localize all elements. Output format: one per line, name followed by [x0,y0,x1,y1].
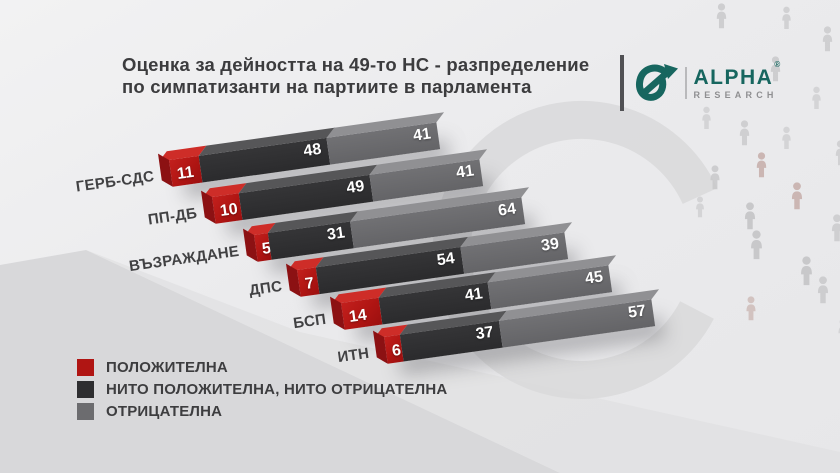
person-silhouette-icon [744,202,756,230]
segment-value: 10 [218,200,239,220]
person-silhouette-icon [716,3,727,29]
logo-subtitle-text: RESEARCH [693,89,778,100]
segment-value: 41 [463,285,484,305]
background-wedge-light [86,250,840,473]
legend-swatch-negative [77,403,94,420]
person-silhouette-icon [822,26,833,52]
segment-value: 57 [627,302,648,322]
person-silhouette-icon [831,214,840,242]
segment-value: 31 [325,224,346,244]
person-silhouette-icon [782,126,791,150]
person-silhouette-icon [801,256,812,286]
person-silhouette-icon [710,165,720,190]
person-silhouette-icon [751,230,762,260]
legend-label: ОТРИЦАТЕЛНА [106,403,223,420]
segment-value: 41 [455,162,476,182]
person-silhouette-icon [838,318,840,343]
legend: ПОЛОЖИТЕЛНА НИТО ПОЛОЖИТЕЛНА, НИТО ОТРИЦ… [77,359,447,420]
legend-label: НИТО ПОЛОЖИТЕЛНА, НИТО ОТРИЦАТЕЛНА [106,381,448,398]
segment-value: 37 [474,323,495,344]
legend-item-negative: ОТРИЦАТЕЛНА [77,403,447,420]
chart-title-line1: Оценка за дейността на 49-то НС - разпре… [122,54,590,75]
bar-segment-positive: 11 [169,155,203,187]
person-silhouette-icon [835,140,840,166]
segment-value: 45 [584,268,605,288]
segment-value: 39 [540,235,561,255]
person-silhouette-icon [696,196,704,218]
registered-mark: ® [774,59,782,69]
segment-value: 48 [302,140,323,161]
logo-brand-text: ALPHA® [693,59,782,89]
alpha-research-logo: ALPHA® RESEARCH [620,55,781,111]
chart-title-line2: по симпатизанти на партиите в парламента [122,76,532,97]
segment-value: 64 [497,200,518,220]
legend-item-positive: ПОЛОЖИТЕЛНА [77,359,447,376]
legend-swatch-positive [77,359,94,376]
person-silhouette-icon [756,152,767,178]
person-silhouette-icon [782,6,791,30]
segment-value: 7 [303,274,316,293]
person-silhouette-icon [746,296,756,321]
segment-value: 11 [175,163,196,183]
segment-value: 54 [435,250,456,270]
bar-segment-positive: 10 [212,193,243,224]
person-silhouette-icon [812,86,821,110]
chart-title: Оценка за дейността на 49-то НС - разпре… [122,54,589,98]
background-wedge [0,250,560,473]
alpha-arrow-icon [635,64,678,101]
legend-swatch-neutral [77,381,94,398]
legend-item-neutral: НИТО ПОЛОЖИТЕЛНА, НИТО ОТРИЦАТЕЛНА [77,381,447,398]
logo-separator [685,67,687,99]
segment-value: 41 [412,125,433,145]
legend-label: ПОЛОЖИТЕЛНА [106,359,228,376]
person-silhouette-icon [817,276,829,304]
logo-vertical-bar [620,55,624,111]
bar-segment-positive: 14 [341,297,383,330]
person-silhouette-icon [739,120,750,146]
person-silhouette-icon [791,182,803,210]
segment-value: 49 [345,177,366,198]
segment-value: 14 [347,306,368,326]
